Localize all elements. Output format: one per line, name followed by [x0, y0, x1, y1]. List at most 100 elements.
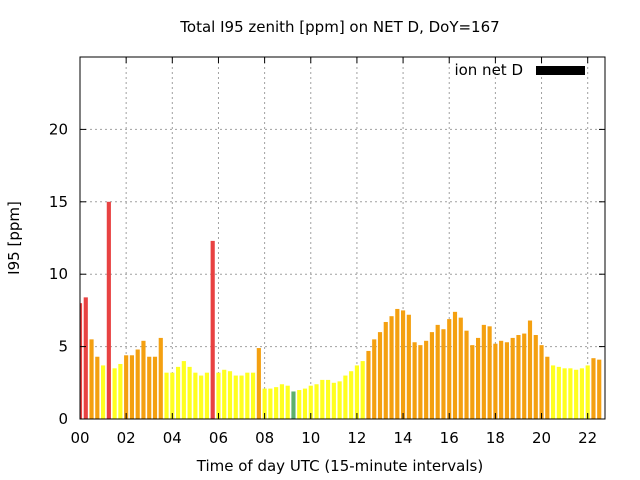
bar: [476, 337, 481, 419]
y-tick-label: 20: [49, 120, 68, 138]
bar: [447, 319, 452, 419]
bar: [147, 356, 152, 419]
bar: [418, 345, 423, 419]
bar: [539, 345, 544, 419]
bar: [354, 365, 359, 419]
bar: [222, 369, 227, 419]
bar: [274, 387, 279, 419]
bar: [412, 342, 417, 419]
bar: [389, 316, 394, 419]
bar: [551, 365, 556, 419]
bar: [326, 379, 331, 419]
plot-frame: [79, 56, 606, 420]
bar: [331, 382, 336, 419]
bar: [118, 363, 123, 419]
x-tick-label: 02: [117, 429, 136, 447]
x-tick-label: 18: [486, 429, 505, 447]
bar: [349, 371, 354, 419]
legend-label: ion net D: [454, 61, 523, 79]
bar: [227, 371, 233, 419]
axis-ticks: 0 5 10 15 20 00 02 04 06 08 10 12 14 16 18 20 22: [49, 57, 605, 447]
bar: [129, 355, 134, 419]
bar: [239, 375, 244, 419]
bar: [452, 311, 458, 419]
x-axis-label: Time of day UTC (15-minute intervals): [196, 457, 483, 475]
bar: [401, 310, 406, 419]
bar: [493, 343, 498, 419]
bar: [308, 385, 313, 419]
bar: [533, 335, 538, 419]
bar: [527, 320, 533, 419]
bar: [302, 388, 308, 419]
bar: [204, 372, 209, 419]
bar: [256, 348, 261, 419]
bar: [193, 372, 198, 419]
bar: [83, 297, 88, 419]
y-tick-label: 5: [58, 338, 68, 356]
y-tick-label: 15: [49, 193, 68, 211]
bar: [106, 201, 111, 419]
bar: [279, 384, 284, 419]
bar: [320, 379, 325, 419]
bar: [112, 368, 117, 419]
bar: [591, 358, 596, 419]
bar: [251, 372, 256, 419]
x-tick-label: 10: [301, 429, 320, 447]
bar: [481, 324, 486, 419]
bar: [80, 303, 83, 419]
x-tick-label: 12: [347, 429, 366, 447]
bar: [435, 324, 440, 419]
bar: [170, 372, 175, 419]
bar: [424, 340, 429, 419]
x-tick-label: 08: [255, 429, 274, 447]
bar: [210, 240, 215, 419]
chart-title: Total I95 zenith [ppm] on NET D, DoY=167: [179, 18, 499, 36]
bar: [522, 333, 527, 419]
bar: [233, 375, 238, 419]
bar: [285, 385, 290, 419]
bar: [556, 366, 561, 419]
bar: [268, 388, 273, 419]
bar: [377, 332, 383, 419]
bars: [80, 201, 602, 419]
x-tick-label: 14: [394, 429, 413, 447]
bar: [366, 350, 371, 419]
bar: [216, 372, 221, 419]
bar: [568, 368, 573, 419]
bar: [372, 339, 377, 419]
bar: [429, 332, 434, 419]
bar: [597, 359, 602, 419]
bar: [545, 356, 550, 419]
bar: [89, 339, 94, 419]
bar: [487, 326, 492, 419]
bar: [141, 340, 146, 419]
bar: [199, 375, 204, 419]
bar: [499, 340, 504, 419]
bar: [510, 337, 515, 419]
bar: [135, 349, 140, 419]
bar: [158, 337, 163, 419]
x-tick-label: 16: [440, 429, 459, 447]
bar: [291, 391, 296, 419]
x-tick-label: 06: [209, 429, 228, 447]
bar: [164, 372, 169, 419]
bar: [464, 330, 469, 419]
x-tick-label: 00: [70, 429, 89, 447]
bar: [245, 372, 250, 419]
bar: [579, 368, 584, 419]
bar: [95, 356, 100, 419]
bar: [181, 361, 186, 419]
bar: [101, 365, 106, 419]
x-tick-label: 04: [163, 429, 182, 447]
y-tick-label: 0: [58, 410, 68, 428]
legend: ion net D: [454, 61, 585, 79]
bar: [152, 356, 158, 419]
bar: [395, 308, 400, 419]
bar: [574, 369, 579, 419]
bar: [406, 314, 411, 419]
bar: [176, 366, 181, 419]
bar: [337, 381, 342, 419]
y-tick-label: 10: [49, 265, 68, 283]
bar: [441, 329, 446, 419]
bar: [585, 365, 590, 419]
